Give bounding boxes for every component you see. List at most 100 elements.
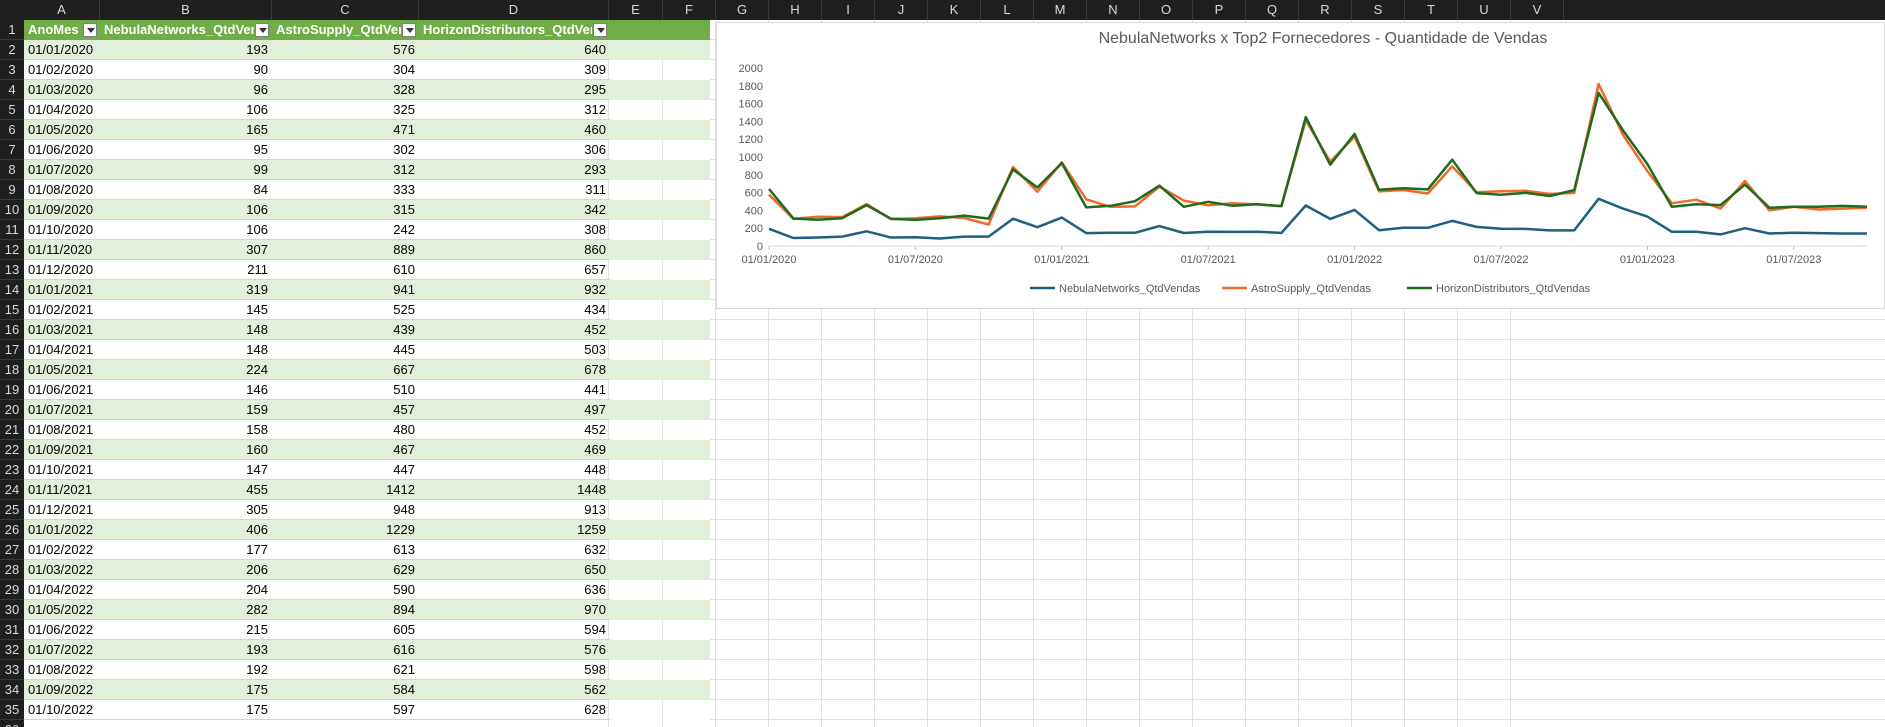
table-cell[interactable]: 455	[100, 480, 272, 500]
table-cell[interactable]: 460	[419, 120, 610, 140]
table-cell[interactable]: 1259	[419, 520, 610, 540]
row-header-32[interactable]: 32	[0, 640, 24, 660]
column-header-j[interactable]: J	[875, 0, 928, 20]
table-cell[interactable]: 860	[419, 240, 610, 260]
table-cell[interactable]: 293	[419, 160, 610, 180]
row-header-7[interactable]: 7	[0, 140, 24, 160]
row-header-9[interactable]: 9	[0, 180, 24, 200]
row-header-23[interactable]: 23	[0, 460, 24, 480]
row-header-15[interactable]: 15	[0, 300, 24, 320]
table-cell[interactable]: 948	[272, 500, 419, 520]
table-cell[interactable]: 576	[419, 640, 610, 660]
table-cell[interactable]: 1229	[272, 520, 419, 540]
table-cell[interactable]: 211	[100, 260, 272, 280]
table-cell[interactable]: 01/12/2021	[24, 500, 100, 520]
table-cell[interactable]: 215	[100, 620, 272, 640]
row-header-27[interactable]: 27	[0, 540, 24, 560]
column-header-k[interactable]: K	[928, 0, 981, 20]
table-cell[interactable]: 590	[272, 580, 419, 600]
column-header-r[interactable]: R	[1299, 0, 1352, 20]
column-header-u[interactable]: U	[1458, 0, 1511, 20]
table-cell[interactable]: 480	[272, 420, 419, 440]
table-cell[interactable]: 01/08/2022	[24, 660, 100, 680]
table-cell[interactable]: 445	[272, 340, 419, 360]
table-header-cell[interactable]: HorizonDistributors_QtdVendas	[423, 22, 592, 37]
table-cell[interactable]: 01/05/2022	[24, 600, 100, 620]
table-cell[interactable]: 01/03/2022	[24, 560, 100, 580]
table-cell[interactable]: 970	[419, 600, 610, 620]
column-header-v[interactable]: V	[1511, 0, 1564, 20]
table-cell[interactable]: 636	[419, 580, 610, 600]
table-cell[interactable]: 584	[272, 680, 419, 700]
table-cell[interactable]: 304	[272, 60, 419, 80]
column-header-o[interactable]: O	[1140, 0, 1193, 20]
table-cell[interactable]: 439	[272, 320, 419, 340]
table-cell[interactable]: 503	[419, 340, 610, 360]
row-header-22[interactable]: 22	[0, 440, 24, 460]
filter-dropdown-icon[interactable]	[402, 23, 416, 37]
table-cell[interactable]: 325	[272, 100, 419, 120]
table-cell[interactable]: 342	[419, 200, 610, 220]
row-header-36[interactable]: 36	[0, 720, 24, 727]
column-header-i[interactable]: I	[822, 0, 875, 20]
table-cell[interactable]: 193	[100, 640, 272, 660]
table-cell[interactable]: 889	[272, 240, 419, 260]
table-cell[interactable]: 632	[419, 540, 610, 560]
row-header-35[interactable]: 35	[0, 700, 24, 720]
table-cell[interactable]: 01/04/2021	[24, 340, 100, 360]
column-header-f[interactable]: F	[663, 0, 716, 20]
filter-dropdown-icon[interactable]	[593, 23, 607, 37]
table-cell[interactable]: 434	[419, 300, 610, 320]
table-cell[interactable]: 457	[272, 400, 419, 420]
table-cell[interactable]: 295	[419, 80, 610, 100]
table-cell[interactable]: 452	[419, 320, 610, 340]
table-cell[interactable]: 605	[272, 620, 419, 640]
row-header-29[interactable]: 29	[0, 580, 24, 600]
table-cell[interactable]: 204	[100, 580, 272, 600]
table-cell[interactable]: 01/02/2020	[24, 60, 100, 80]
table-cell[interactable]: 629	[272, 560, 419, 580]
table-cell[interactable]: 640	[419, 40, 610, 60]
table-cell[interactable]: 305	[100, 500, 272, 520]
table-cell[interactable]: 01/09/2020	[24, 200, 100, 220]
table-cell[interactable]: 447	[272, 460, 419, 480]
line-chart[interactable]: NebulaNetworks x Top2 Fornecedores - Qua…	[716, 22, 1885, 309]
table-cell[interactable]: 01/07/2022	[24, 640, 100, 660]
column-header-t[interactable]: T	[1405, 0, 1458, 20]
table-cell[interactable]: 312	[419, 100, 610, 120]
table-cell[interactable]: 175	[100, 700, 272, 720]
table-cell[interactable]: 84	[100, 180, 272, 200]
table-cell[interactable]: 90	[100, 60, 272, 80]
table-cell[interactable]: 628	[419, 700, 610, 720]
table-cell[interactable]: 01/07/2021	[24, 400, 100, 420]
column-header-e[interactable]: E	[609, 0, 663, 20]
row-header-34[interactable]: 34	[0, 680, 24, 700]
table-cell[interactable]: 282	[100, 600, 272, 620]
table-cell[interactable]: 242	[272, 220, 419, 240]
table-cell[interactable]: 306	[419, 140, 610, 160]
row-header-12[interactable]: 12	[0, 240, 24, 260]
table-cell[interactable]: 597	[272, 700, 419, 720]
table-cell[interactable]: 148	[100, 340, 272, 360]
table-cell[interactable]: 657	[419, 260, 610, 280]
column-header-p[interactable]: P	[1193, 0, 1246, 20]
row-header-19[interactable]: 19	[0, 380, 24, 400]
filter-dropdown-icon[interactable]	[255, 23, 269, 37]
column-header-m[interactable]: M	[1034, 0, 1087, 20]
column-header-q[interactable]: Q	[1246, 0, 1299, 20]
column-header-l[interactable]: L	[981, 0, 1034, 20]
table-cell[interactable]: 01/10/2022	[24, 700, 100, 720]
table-cell[interactable]: 01/09/2022	[24, 680, 100, 700]
table-cell[interactable]: 525	[272, 300, 419, 320]
table-cell[interactable]: 621	[272, 660, 419, 680]
table-cell[interactable]: 165	[100, 120, 272, 140]
table-cell[interactable]: 01/01/2020	[24, 40, 100, 60]
table-header-cell[interactable]: AnoMes	[28, 22, 79, 37]
table-cell[interactable]: 99	[100, 160, 272, 180]
table-cell[interactable]: 01/06/2022	[24, 620, 100, 640]
column-header-g[interactable]: G	[716, 0, 769, 20]
table-cell[interactable]: 147	[100, 460, 272, 480]
table-cell[interactable]: 311	[419, 180, 610, 200]
column-header-h[interactable]: H	[769, 0, 822, 20]
table-cell[interactable]: 01/02/2021	[24, 300, 100, 320]
